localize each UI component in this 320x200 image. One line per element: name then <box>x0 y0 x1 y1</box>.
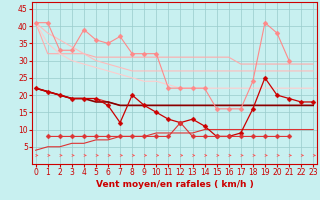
X-axis label: Vent moyen/en rafales ( km/h ): Vent moyen/en rafales ( km/h ) <box>96 180 253 189</box>
